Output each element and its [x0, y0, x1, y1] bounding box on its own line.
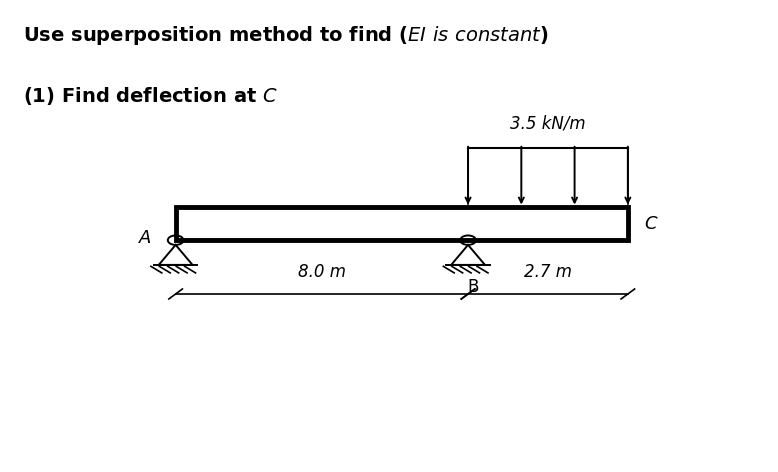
- Text: C: C: [644, 215, 657, 233]
- Text: (1) Find deflection at $\it{C}$: (1) Find deflection at $\it{C}$: [23, 85, 279, 107]
- Bar: [176, 208, 628, 240]
- Text: 2.7 m: 2.7 m: [524, 263, 572, 281]
- Text: 3.5 kN/m: 3.5 kN/m: [510, 115, 586, 133]
- Text: A: A: [139, 229, 152, 247]
- Text: B: B: [468, 278, 478, 295]
- Text: Use superposition method to find ($\it{EI}$ $\it{is}$ $\it{constant}$): Use superposition method to find ($\it{E…: [23, 24, 549, 47]
- Text: 8.0 m: 8.0 m: [298, 263, 346, 281]
